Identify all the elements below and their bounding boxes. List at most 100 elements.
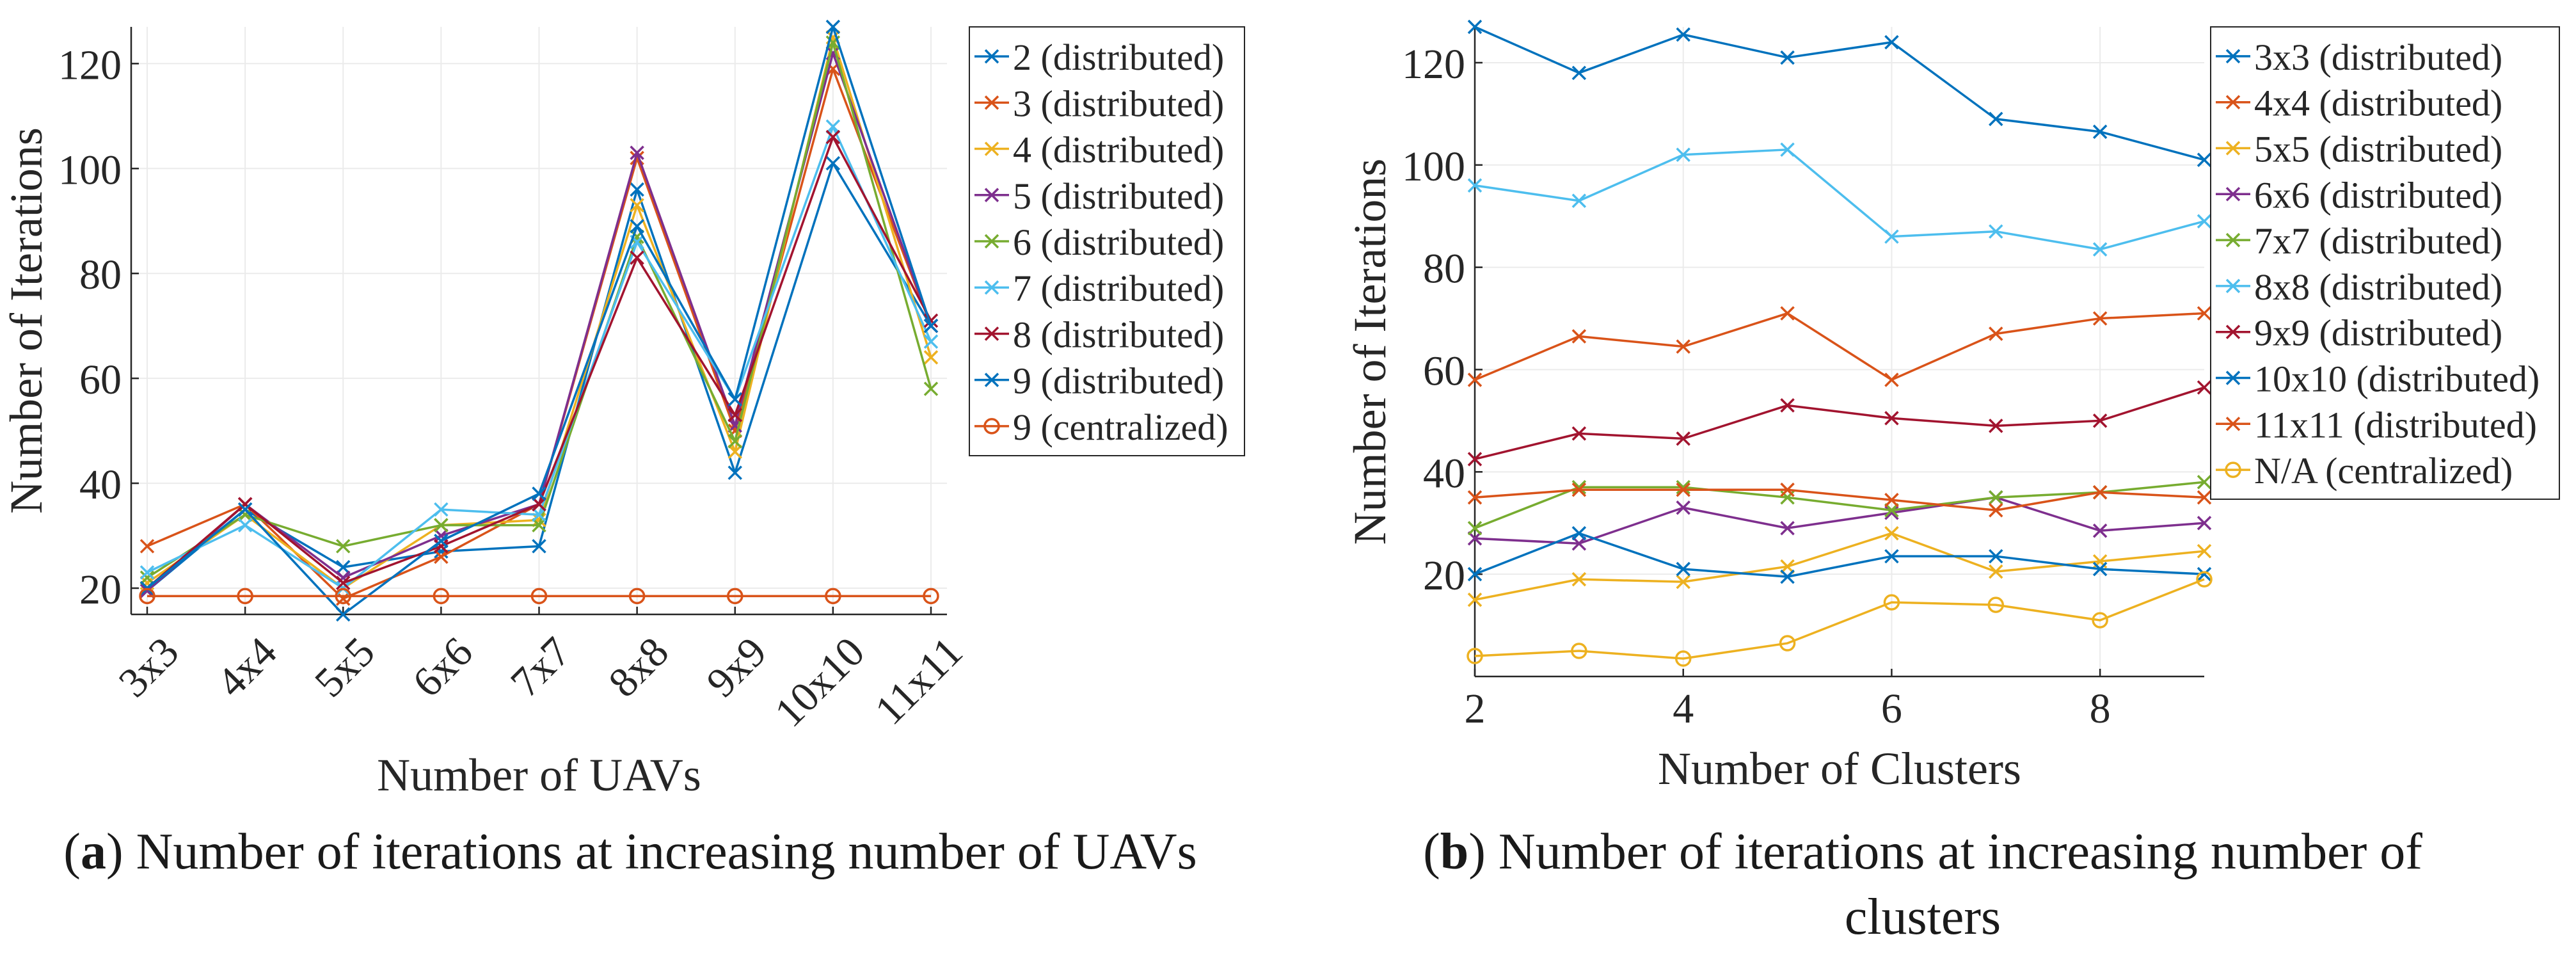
y-tick-label: 20 — [79, 566, 122, 613]
legend-label: N/A (centralized) — [2254, 450, 2513, 492]
legend-label: 4x4 (distributed) — [2254, 83, 2502, 124]
data-point — [336, 607, 351, 622]
data-point — [532, 508, 546, 522]
data-point — [1780, 569, 1795, 584]
data-point — [1571, 525, 1587, 541]
data-point — [532, 486, 546, 501]
data-point — [1467, 520, 1483, 536]
legend-label: 4 (distributed) — [1013, 129, 1224, 171]
data-point — [1884, 506, 1899, 520]
data-point — [2092, 242, 2108, 257]
data-point — [139, 570, 155, 585]
legend-box — [969, 26, 1245, 456]
legend-item: 8 (distributed) — [974, 314, 1224, 355]
data-point — [1676, 574, 1690, 589]
data-point — [1676, 480, 1690, 495]
data-point — [336, 575, 351, 591]
x-tick-label: 8 — [2090, 685, 2111, 732]
legend-item: 7x7 (distributed) — [2216, 220, 2502, 262]
series-line — [1474, 312, 2205, 381]
legend-label: 3 (distributed) — [1013, 83, 1224, 124]
chart-a: 20 40 60 80 100 120 3x3 4x4 5x5 6x6 7x7 8x8 9x910x10… — [1, 19, 1245, 801]
legend-item: 4 (distributed) — [974, 129, 1224, 171]
data-point — [1676, 561, 1690, 577]
series-7 — [1467, 525, 2212, 584]
data-point — [1989, 111, 2003, 127]
data-point — [1989, 490, 2003, 505]
legend-label: 5 (distributed) — [1013, 175, 1224, 217]
legend-label: 7 (distributed) — [1013, 268, 1224, 309]
data-point — [1467, 372, 1483, 387]
series-line — [1474, 488, 2205, 512]
series-7 — [139, 19, 939, 622]
data-point — [1779, 635, 1796, 652]
legend-marker — [984, 372, 999, 387]
legend-item: 3x3 (distributed) — [2216, 36, 2502, 78]
data-point — [1884, 503, 1899, 518]
data-point — [1571, 65, 1587, 81]
legend-marker — [2225, 324, 2241, 339]
legend-label: 11x11 (distributed) — [2254, 404, 2537, 445]
data-point — [1571, 193, 1587, 208]
series-line — [1474, 386, 2205, 461]
legend-marker — [2225, 49, 2241, 64]
series-8 — [139, 588, 939, 605]
legend-item: 3 (distributed) — [974, 83, 1224, 124]
data-point — [630, 219, 644, 234]
chart-b: 20 40 60 80 100 120 2 4 6 8 Number of Clusters Numb… — [1344, 19, 2560, 794]
series-line — [1474, 532, 2205, 601]
data-point — [825, 156, 841, 171]
data-point — [1989, 564, 2003, 579]
y-axis-label: Number of Iterations — [1, 127, 52, 514]
data-point — [433, 588, 450, 605]
legend-item: 6x6 (distributed) — [2216, 174, 2502, 216]
data-point — [2197, 543, 2212, 559]
data-point — [2197, 475, 2212, 490]
legend-label: 9x9 (distributed) — [2254, 312, 2502, 354]
data-point — [1884, 493, 1899, 508]
series-line — [1474, 532, 2205, 578]
y-tick-label: 120 — [58, 42, 122, 88]
data-point — [237, 497, 253, 512]
x-tick-label: 6x6 — [404, 628, 482, 707]
data-point — [1989, 548, 2003, 564]
data-point — [727, 408, 742, 422]
data-point — [1467, 452, 1483, 467]
data-point — [1780, 306, 1795, 321]
data-point — [1780, 483, 1795, 497]
data-point — [727, 588, 743, 605]
data-point — [139, 539, 155, 554]
y-tick-label: 40 — [1423, 450, 1465, 497]
data-point — [1989, 224, 2003, 239]
series-4 — [1467, 475, 2212, 536]
data-point — [727, 392, 742, 407]
data-point — [434, 539, 449, 554]
data-point — [434, 534, 449, 548]
legend: 3x3 (distributed) 4x4 (distributed) 5x5 (d… — [2210, 26, 2560, 500]
data-point — [1571, 572, 1587, 587]
legend-item: 9 (distributed) — [974, 360, 1224, 402]
legend-marker — [984, 326, 999, 341]
x-tick-label: 8x8 — [600, 628, 678, 707]
data-point — [2092, 523, 2108, 538]
data-point — [139, 565, 155, 580]
legend-label: 6 (distributed) — [1013, 221, 1224, 263]
legend-item: 10x10 (distributed) — [2216, 358, 2540, 400]
x-tick-label: 2 — [1465, 685, 1486, 732]
data-point — [2197, 306, 2212, 321]
data-point — [1676, 483, 1690, 497]
data-point — [1780, 50, 1795, 65]
x-tick-label: 7x7 — [502, 628, 580, 707]
data-point — [237, 502, 253, 517]
data-point — [2197, 490, 2212, 505]
data-point — [1676, 500, 1690, 515]
legend-marker — [984, 49, 999, 64]
data-point — [1571, 329, 1587, 344]
data-point — [335, 588, 351, 605]
data-point — [727, 434, 742, 449]
data-point — [336, 559, 351, 575]
data-point — [2092, 413, 2108, 428]
data-point — [923, 334, 939, 349]
legend-label: 6x6 (distributed) — [2254, 174, 2502, 216]
data-point — [825, 119, 841, 134]
